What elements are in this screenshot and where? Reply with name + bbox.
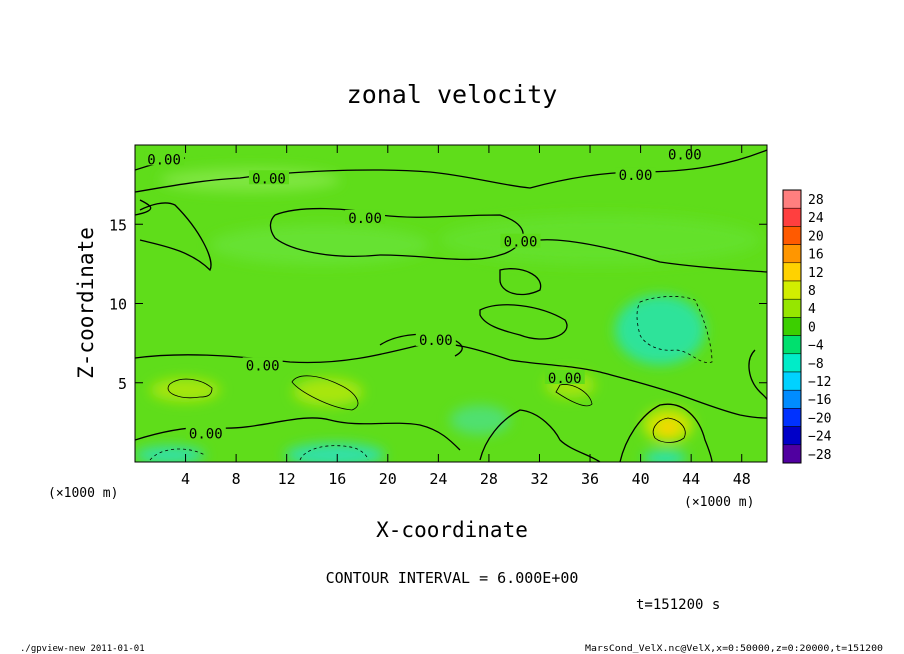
colorbar-label: 28 xyxy=(808,193,824,208)
contour-line xyxy=(539,239,767,273)
footer-right: MarsCond_VelX.nc@VelX,x=0:50000,z=0:2000… xyxy=(585,644,883,654)
colorbar-cell xyxy=(782,280,802,300)
contour-line xyxy=(149,445,369,461)
contour-label: 0.00 xyxy=(548,371,582,387)
x-unit-label-right: (×1000 m) xyxy=(684,495,754,510)
x-tick-label: 32 xyxy=(530,470,548,488)
contour-label-bg xyxy=(544,369,585,384)
y-tick-label: 15 xyxy=(109,216,127,234)
time-label: t=151200 s xyxy=(636,597,720,613)
contour-label-bg xyxy=(144,151,185,166)
contour-line xyxy=(619,403,713,462)
colorbar-cell xyxy=(782,408,802,427)
contour-label: 0.00 xyxy=(189,426,223,442)
contour-label: 0.00 xyxy=(619,168,653,184)
contour-line xyxy=(167,378,213,399)
contour-labels: 0.00 0.00 0.00 0.00 0.00 0.00 0.00 0.00 0.00 0.00 xyxy=(144,146,705,442)
contour-label: 0.00 xyxy=(147,152,181,168)
x-tick-label: 20 xyxy=(379,470,397,488)
colorbar-label: 24 xyxy=(808,211,824,226)
contour-label-bg xyxy=(615,167,656,182)
contour-label-bg xyxy=(345,209,386,224)
colorbar-label: 16 xyxy=(808,248,824,263)
colorbar-cell xyxy=(782,335,802,355)
colorbar-cell xyxy=(782,189,802,209)
contour-label: 0.00 xyxy=(252,171,286,187)
colorbar-cell xyxy=(782,353,802,373)
contour-line xyxy=(652,417,686,443)
contour-label-bg xyxy=(664,146,705,161)
colorbar: 28 24 20 16 12 8 4 0 −4 −8 −12 −16 −20 −24 −28 xyxy=(782,189,832,464)
x-tick-label: 44 xyxy=(682,470,700,488)
contour-line xyxy=(479,409,601,462)
x-tick-label: 12 xyxy=(278,470,296,488)
colorbar-cell xyxy=(782,262,802,282)
x-tick-label: 40 xyxy=(632,470,650,488)
contour-label-bg xyxy=(185,425,226,440)
colorbar-cell xyxy=(782,426,802,446)
contour-line xyxy=(499,268,542,296)
contour-label: 0.00 xyxy=(504,235,538,251)
contour-line xyxy=(555,384,593,407)
colorbar-cell xyxy=(782,317,802,336)
colorbar-cell xyxy=(782,444,802,464)
contour-label: 0.00 xyxy=(246,358,280,374)
x-axis-ticks: 4 8 12 16 20 24 28 32 36 40 44 48 xyxy=(181,145,751,488)
contour-line xyxy=(748,349,767,401)
colorbar-cell xyxy=(782,298,802,318)
contour-label-bg xyxy=(500,233,541,248)
colorbar-label: −28 xyxy=(808,448,831,463)
contour-label: 0.00 xyxy=(419,333,453,349)
colorbar-label: −12 xyxy=(808,375,831,390)
y-tick-label: 5 xyxy=(118,375,127,393)
x-tick-label: 24 xyxy=(429,470,447,488)
x-unit-label-left: (×1000 m) xyxy=(48,486,118,501)
colorbar-frame xyxy=(782,189,802,464)
colorbar-label: 20 xyxy=(808,229,824,244)
colorbar-cell xyxy=(782,226,802,245)
contour-label-bg xyxy=(415,331,456,346)
x-tick-label: 4 xyxy=(181,470,190,488)
x-tick-label: 48 xyxy=(733,470,751,488)
contour-line xyxy=(135,149,767,193)
colorbar-label: −20 xyxy=(808,411,831,426)
colorbar-cell xyxy=(782,371,802,391)
colorbar-label: 4 xyxy=(808,302,816,317)
colorbar-cell xyxy=(782,244,802,264)
colorbar-cell xyxy=(782,389,802,409)
y-axis-label: Z-coordinate xyxy=(74,227,98,379)
colorbar-label: −16 xyxy=(808,393,831,408)
contour-line xyxy=(135,343,767,419)
x-axis-label: X-coordinate xyxy=(376,518,528,542)
contour-label-bg xyxy=(248,170,289,185)
contour-label: 0.00 xyxy=(348,211,382,227)
x-tick-label: 28 xyxy=(480,470,498,488)
y-axis-ticks: 5 10 15 xyxy=(109,216,767,393)
x-tick-label: 36 xyxy=(581,470,599,488)
colorbar-label: −8 xyxy=(808,357,824,372)
contour-line xyxy=(291,375,359,411)
velocity-field xyxy=(135,145,767,462)
contour-label: 0.00 xyxy=(668,148,702,164)
colorbar-cell xyxy=(782,207,802,227)
x-tick-label: 16 xyxy=(328,470,346,488)
colorbar-label: −24 xyxy=(808,430,832,445)
colorbar-label: 12 xyxy=(808,266,824,281)
contour-line xyxy=(139,202,212,272)
colorbar-label: 0 xyxy=(808,320,816,335)
contour-label-bg xyxy=(242,357,283,372)
chart-title: zonal velocity xyxy=(347,80,558,109)
colorbar-label: −4 xyxy=(808,339,824,354)
footer-left: ./gpview-new 2011-01-01 xyxy=(20,644,145,654)
x-tick-label: 8 xyxy=(232,470,241,488)
contour-line xyxy=(479,304,568,340)
contour-interval-text: CONTOUR INTERVAL = 6.000E+00 xyxy=(326,569,579,587)
colorbar-label: 8 xyxy=(808,284,816,299)
y-tick-label: 10 xyxy=(109,296,127,314)
